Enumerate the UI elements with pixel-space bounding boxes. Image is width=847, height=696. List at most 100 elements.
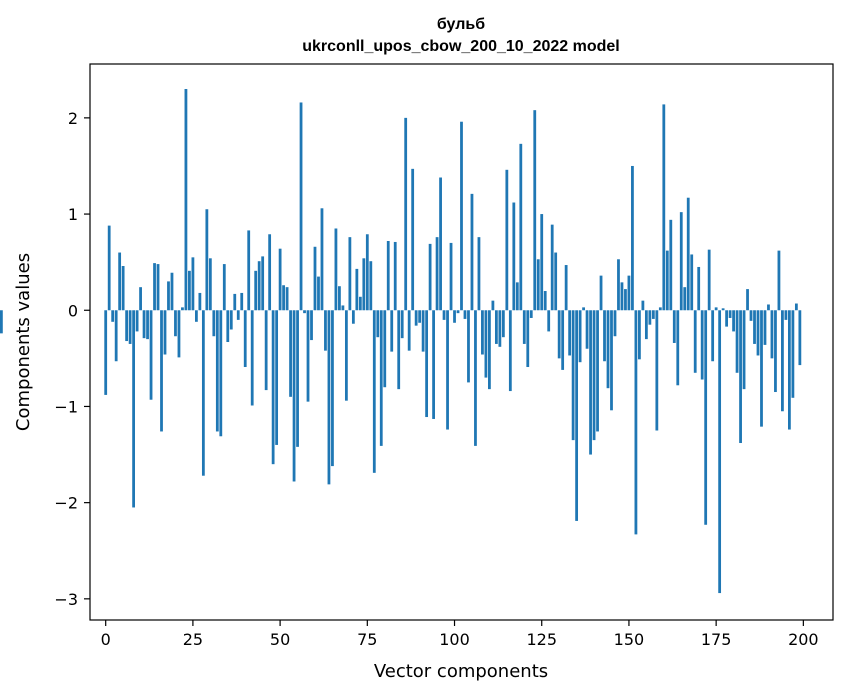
bar bbox=[728, 310, 732, 318]
bar bbox=[721, 308, 725, 311]
plot-frame bbox=[89, 63, 834, 621]
bar bbox=[488, 310, 491, 390]
bar bbox=[299, 102, 303, 311]
bar bbox=[310, 310, 313, 341]
x-axis-ticks: 0 25 50 75 100 125 150 175 200 bbox=[101, 620, 819, 649]
bar bbox=[149, 310, 153, 400]
bar bbox=[568, 310, 572, 356]
bar bbox=[578, 310, 582, 363]
bar bbox=[735, 310, 739, 373]
bar bbox=[418, 310, 422, 323]
bar bbox=[351, 310, 355, 324]
bar bbox=[760, 310, 763, 427]
bar bbox=[184, 89, 188, 311]
bar bbox=[324, 310, 327, 351]
bar bbox=[146, 310, 149, 340]
bar bbox=[585, 310, 589, 349]
bar bbox=[756, 310, 760, 356]
bar bbox=[540, 214, 544, 311]
bar bbox=[268, 234, 272, 311]
bar bbox=[665, 250, 669, 311]
bar bbox=[512, 202, 516, 311]
bar bbox=[700, 310, 704, 380]
bar bbox=[508, 310, 512, 392]
bar bbox=[784, 310, 788, 320]
bar bbox=[742, 310, 746, 390]
bar bbox=[481, 310, 484, 355]
y-tick-label: −1 bbox=[54, 397, 78, 416]
bar bbox=[613, 310, 617, 337]
bar bbox=[610, 310, 613, 411]
bar bbox=[697, 266, 701, 311]
bar bbox=[456, 310, 460, 314]
bar bbox=[111, 310, 115, 322]
bar bbox=[114, 310, 118, 362]
bar bbox=[344, 310, 348, 401]
bar bbox=[163, 310, 167, 355]
bar bbox=[463, 310, 467, 319]
bar bbox=[379, 310, 383, 446]
bar bbox=[240, 292, 244, 311]
bar bbox=[215, 310, 219, 432]
bar bbox=[358, 296, 362, 311]
bar bbox=[128, 310, 132, 344]
bar bbox=[362, 258, 366, 311]
bar bbox=[348, 237, 352, 311]
bar bbox=[529, 310, 533, 318]
bar bbox=[547, 310, 551, 332]
bar bbox=[233, 293, 237, 311]
x-tick-label: 175 bbox=[701, 630, 732, 649]
bar bbox=[365, 234, 369, 311]
bar bbox=[428, 243, 432, 311]
bar bbox=[794, 303, 798, 311]
bar bbox=[132, 310, 135, 508]
bar bbox=[400, 310, 404, 339]
x-tick-label: 150 bbox=[614, 630, 645, 649]
bar bbox=[411, 168, 415, 311]
bar bbox=[191, 257, 195, 311]
bar bbox=[669, 219, 673, 311]
bar bbox=[435, 237, 439, 311]
bar bbox=[515, 282, 519, 311]
bar bbox=[135, 310, 139, 332]
bar bbox=[798, 310, 802, 366]
bar bbox=[662, 104, 666, 311]
bar bbox=[707, 249, 711, 311]
bar bbox=[683, 287, 687, 311]
bar bbox=[526, 310, 530, 368]
y-axis-ticks: −3 −2 −1 0 1 2 bbox=[54, 109, 90, 609]
bar bbox=[477, 237, 481, 311]
bar bbox=[644, 310, 648, 340]
bar bbox=[753, 310, 756, 344]
bar bbox=[474, 310, 477, 446]
bar bbox=[212, 310, 216, 337]
bar bbox=[467, 310, 470, 383]
bar bbox=[0, 310, 3, 334]
bar bbox=[205, 209, 209, 311]
bar bbox=[442, 310, 446, 320]
bar bbox=[638, 310, 641, 360]
bar bbox=[774, 310, 777, 393]
bar bbox=[704, 310, 708, 525]
x-tick-label: 125 bbox=[526, 630, 557, 649]
bar bbox=[651, 310, 655, 319]
y-axis-label: Components values bbox=[13, 253, 34, 431]
bar bbox=[177, 310, 181, 358]
bar bbox=[676, 310, 680, 386]
bar bbox=[275, 310, 279, 445]
bar bbox=[781, 310, 784, 412]
bar bbox=[575, 310, 579, 521]
bar bbox=[498, 310, 502, 347]
bar bbox=[589, 310, 592, 455]
x-axis-label: Vector components bbox=[374, 661, 548, 682]
bar bbox=[746, 289, 749, 311]
y-tick-label: 1 bbox=[68, 205, 78, 224]
bar bbox=[278, 248, 282, 311]
bar bbox=[174, 310, 177, 337]
bar bbox=[334, 228, 338, 311]
bar bbox=[404, 117, 408, 311]
bar bbox=[634, 310, 638, 535]
bar bbox=[153, 263, 156, 311]
bar bbox=[484, 310, 488, 378]
bar bbox=[491, 300, 495, 311]
